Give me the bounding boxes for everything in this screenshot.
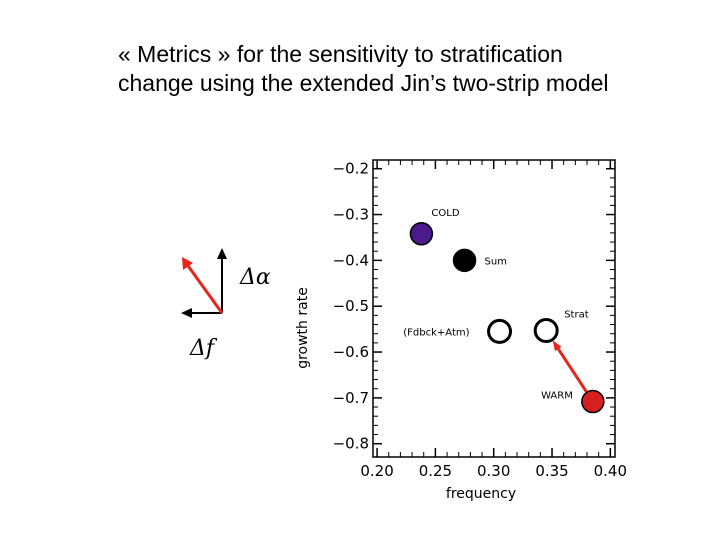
data-points: [409, 222, 605, 414]
scatter-chart: −0.2 −0.3 −0.4 −0.5 −0.6 −0.7 −0.8 0.20 0.25 0.3…: [295, 159, 627, 502]
y-tick-label: −0.8: [333, 435, 369, 453]
y-tick-label: −0.3: [333, 206, 369, 224]
delta-alpha-label: Δα: [239, 265, 271, 290]
red-diagonal-arrowhead: [182, 257, 193, 270]
y-axis-ticks: −0.2 −0.3 −0.4 −0.5 −0.6 −0.7 −0.8: [333, 160, 615, 453]
horizontal-arrowhead: [181, 308, 192, 318]
vertical-arrowhead: [217, 248, 227, 259]
point-fdbck-atm: [487, 318, 513, 344]
point-strat: [533, 318, 559, 343]
point-label-warm: WARM: [541, 391, 573, 402]
x-tick-label: 0.20: [360, 462, 393, 480]
delta-f-label: Δf: [189, 336, 218, 361]
x-tick-label: 0.25: [419, 462, 452, 480]
point-cold: [409, 222, 434, 246]
point-warm: [581, 389, 605, 414]
x-tick-label: 0.35: [535, 462, 568, 480]
x-tick-label: 0.30: [477, 462, 510, 480]
point-sum: [452, 248, 477, 273]
x-tick-label: 0.40: [594, 462, 627, 480]
y-tick-label: −0.2: [333, 160, 369, 178]
y-axis-title: growth rate: [295, 287, 311, 369]
red-diagonal-arrow: [184, 262, 224, 314]
y-tick-label: −0.6: [333, 343, 369, 361]
point-label-cold: COLD: [431, 208, 459, 219]
metric-diagram: Δα Δf: [181, 248, 271, 361]
point-label-sum: Sum: [485, 256, 507, 267]
strat-shift-arrow: [552, 340, 591, 398]
point-labels: COLD Sum (Fdbck+Atm) Strat WARM: [403, 208, 588, 402]
y-tick-label: −0.7: [333, 389, 369, 407]
y-tick-label: −0.4: [333, 251, 369, 269]
x-axis-title: frequency: [446, 486, 516, 502]
point-label-fdbck-atm: (Fdbck+Atm): [403, 327, 469, 338]
slide-title: « Metrics » for the sensitivity to strat…: [118, 41, 609, 96]
y-tick-label: −0.5: [333, 297, 369, 315]
x-axis-ticks: 0.20 0.25 0.30 0.35 0.40: [360, 160, 627, 480]
plot-frame: [372, 159, 616, 458]
point-label-strat: Strat: [564, 310, 589, 321]
